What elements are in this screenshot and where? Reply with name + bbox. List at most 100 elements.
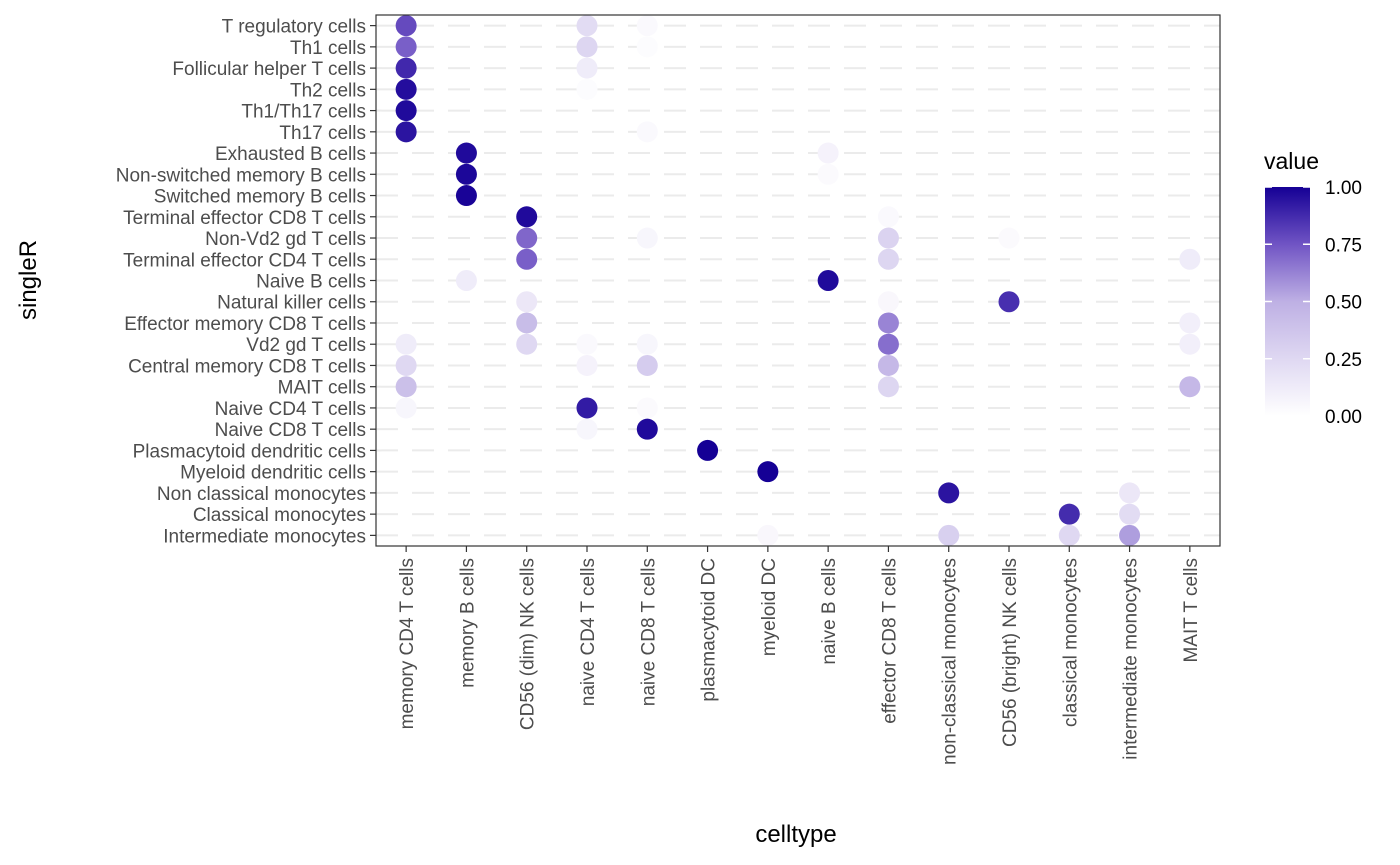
data-point xyxy=(516,333,538,355)
data-point xyxy=(395,100,417,122)
y-tick-label: Terminal effector CD8 T cells xyxy=(123,208,366,229)
data-point xyxy=(576,15,598,37)
data-point xyxy=(636,227,658,249)
data-point xyxy=(757,461,779,483)
x-tick-label: plasmacytoid DC xyxy=(699,558,720,702)
data-point xyxy=(455,185,477,207)
y-tick-label: Vd2 gd T cells xyxy=(246,335,366,356)
y-tick-label: Naive B cells xyxy=(256,272,366,293)
legend-tick-label: 0.00 xyxy=(1325,407,1362,428)
data-point xyxy=(817,163,839,185)
y-tick-label: Non-Vd2 gd T cells xyxy=(205,229,366,250)
data-point xyxy=(938,482,960,504)
y-tick-label: Th1/Th17 cells xyxy=(241,102,366,123)
legend-tick-label: 0.75 xyxy=(1325,235,1362,256)
data-point xyxy=(636,418,658,440)
data-point xyxy=(998,291,1020,313)
legend-title: value xyxy=(1264,148,1319,174)
x-tick-label: non-classical monocytes xyxy=(940,558,961,765)
x-tick-label: intermediate monocytes xyxy=(1121,558,1142,760)
data-point xyxy=(877,291,899,313)
data-point xyxy=(877,333,899,355)
y-tick-label: Myeloid dendritic cells xyxy=(180,463,366,484)
data-point xyxy=(395,121,417,143)
data-point xyxy=(636,397,658,419)
data-point xyxy=(757,524,779,546)
data-point xyxy=(395,57,417,79)
data-point xyxy=(576,354,598,376)
data-point xyxy=(516,312,538,334)
data-point xyxy=(877,206,899,228)
y-tick-label: Non classical monocytes xyxy=(157,484,366,505)
data-point xyxy=(395,78,417,100)
legend-tick-label: 0.25 xyxy=(1325,350,1362,371)
x-tick-label: memory B cells xyxy=(457,558,478,688)
y-tick-label: Exhausted B cells xyxy=(215,144,366,165)
data-point xyxy=(395,36,417,58)
data-point xyxy=(395,376,417,398)
data-point xyxy=(455,270,477,291)
data-point xyxy=(877,227,899,249)
data-point xyxy=(576,397,598,419)
x-axis: memory CD4 T cells memory B cells CD56 (di… xyxy=(397,546,1202,765)
data-point xyxy=(576,418,598,440)
data-point xyxy=(636,15,658,37)
y-tick-label: T regulatory cells xyxy=(222,17,366,38)
data-point xyxy=(636,121,658,143)
data-point xyxy=(998,227,1020,249)
data-point xyxy=(877,354,899,376)
legend-colorbar xyxy=(1265,187,1310,416)
data-point xyxy=(1058,524,1080,546)
data-point xyxy=(395,15,417,37)
x-axis-title: celltype xyxy=(755,821,836,848)
data-point xyxy=(636,36,658,58)
legend-ticks: 0.00 0.25 0.50 0.75 1.00 xyxy=(1265,178,1362,428)
y-tick-label: Th17 cells xyxy=(279,123,366,144)
y-tick-label: MAIT cells xyxy=(278,378,366,399)
x-tick-label: CD56 (dim) NK cells xyxy=(518,558,539,730)
data-point xyxy=(877,376,899,398)
y-tick-label: Natural killer cells xyxy=(217,293,366,314)
x-tick-label: CD56 (bright) NK cells xyxy=(1000,558,1021,747)
data-point xyxy=(817,142,839,164)
data-point xyxy=(1179,248,1201,270)
x-tick-label: classical monocytes xyxy=(1060,558,1081,727)
x-tick-label: MAIT T cells xyxy=(1181,558,1202,663)
data-point xyxy=(576,57,598,79)
y-axis-title: singleR xyxy=(15,240,42,320)
y-tick-label: Plasmacytoid dendritic cells xyxy=(133,441,366,462)
data-point xyxy=(395,397,417,419)
data-point xyxy=(938,524,960,546)
x-tick-label: myeloid DC xyxy=(759,558,780,656)
data-point xyxy=(1119,503,1141,525)
x-tick-label: naive B cells xyxy=(819,558,840,665)
y-tick-label: Intermediate monocytes xyxy=(163,526,366,547)
data-point xyxy=(817,270,839,291)
data-point xyxy=(877,312,899,334)
color-legend: value 0.00 0.25 0.50 0.75 1.00 xyxy=(1264,148,1362,428)
y-tick-label: Th2 cells xyxy=(290,80,366,101)
y-tick-label: Naive CD4 T cells xyxy=(215,399,366,420)
data-point xyxy=(576,36,598,58)
data-point xyxy=(516,291,538,313)
legend-tick-label: 0.50 xyxy=(1325,293,1362,314)
x-tick-label: effector CD8 T cells xyxy=(879,558,900,724)
data-point xyxy=(636,333,658,355)
data-point xyxy=(395,354,417,376)
y-tick-label: Th1 cells xyxy=(290,38,366,59)
data-point xyxy=(877,248,899,270)
data-point xyxy=(1179,376,1201,398)
data-point xyxy=(1119,524,1141,546)
data-point xyxy=(1058,503,1080,525)
data-point xyxy=(455,142,477,164)
data-point xyxy=(576,333,598,355)
data-point xyxy=(455,163,477,185)
data-point xyxy=(516,248,538,270)
legend-tick-label: 1.00 xyxy=(1325,178,1362,199)
data-point xyxy=(516,227,538,249)
data-point xyxy=(395,333,417,355)
y-tick-label: Non-switched memory B cells xyxy=(116,165,366,186)
x-tick-label: naive CD8 T cells xyxy=(638,558,659,706)
